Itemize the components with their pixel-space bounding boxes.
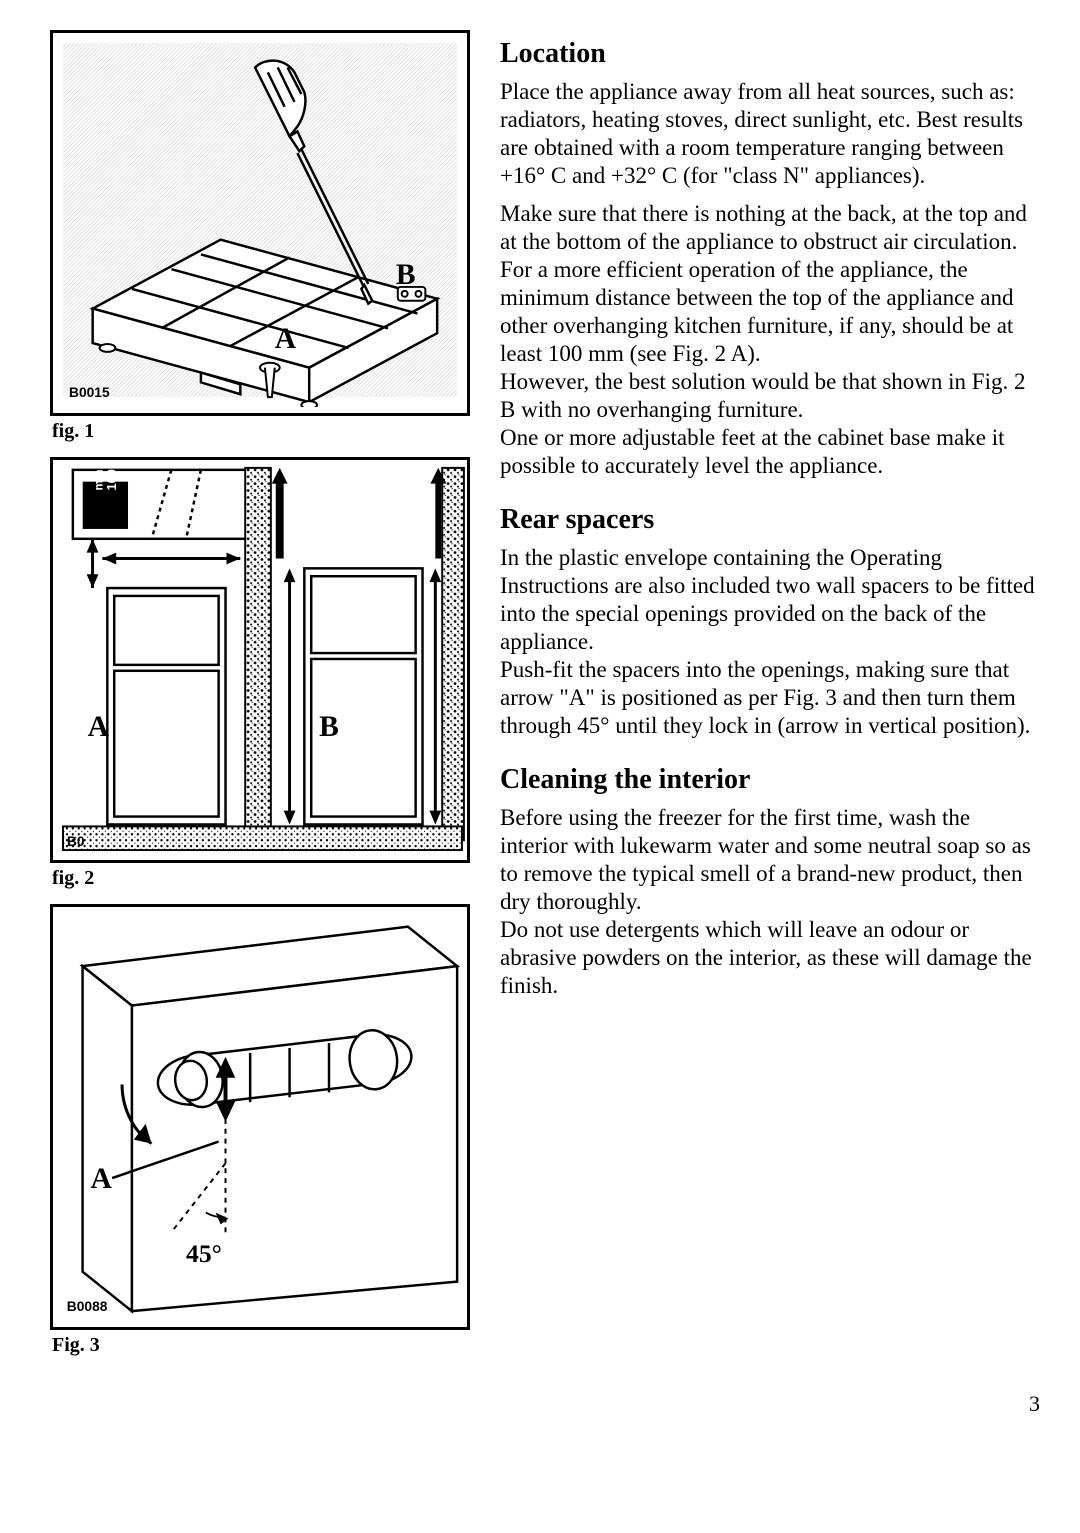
figure-3-box: A 45° B0088 [50, 904, 470, 1330]
page-number: 3 [50, 1391, 1040, 1417]
para-location-4: One or more adjustable feet at the cabin… [500, 424, 1040, 480]
figure-1-box: A B B0015 [50, 30, 470, 416]
fig3-code: B0088 [67, 1299, 108, 1314]
fig3-caption: Fig. 3 [52, 1334, 470, 1357]
figure-3-svg: A 45° B0088 [53, 907, 467, 1321]
fig2-caption: fig. 2 [52, 867, 470, 890]
para-rear-1: In the plastic envelope containing the O… [500, 544, 1040, 656]
heading-location: Location [500, 38, 1040, 70]
para-rear-2: Push-fit the spacers into the openings, … [500, 656, 1040, 740]
para-location-3: However, the best solution would be that… [500, 368, 1040, 424]
fig1-caption: fig. 1 [52, 420, 470, 443]
para-location-1: Place the appliance away from all heat s… [500, 78, 1040, 190]
fig2-label-a: A [88, 711, 110, 743]
fig2-label-b: B [319, 711, 339, 743]
fig3-angle: 45° [186, 1239, 222, 1268]
heading-cleaning: Cleaning the interior [500, 764, 1040, 796]
heading-rear-spacers: Rear spacers [500, 504, 1040, 536]
fig1-label-b: B [396, 259, 416, 291]
fig2-code: B0 [67, 834, 85, 849]
fig2-distlabel: 100mm [104, 460, 119, 491]
para-location-2: Make sure that there is nothing at the b… [500, 200, 1040, 368]
figure-1-svg: A B B0015 [53, 33, 467, 407]
fig1-code: B0015 [69, 385, 110, 400]
figure-2-box: 100mm min. [50, 457, 470, 863]
para-clean-2: Do not use detergents which will leave a… [500, 916, 1040, 1000]
para-clean-1: Before using the freezer for the first t… [500, 804, 1040, 916]
fig1-label-a: A [275, 323, 297, 355]
fig3-label-a: A [90, 1163, 112, 1195]
fig2-distlabel2: min. [91, 466, 105, 490]
figure-2-svg: 100mm min. [53, 460, 467, 854]
